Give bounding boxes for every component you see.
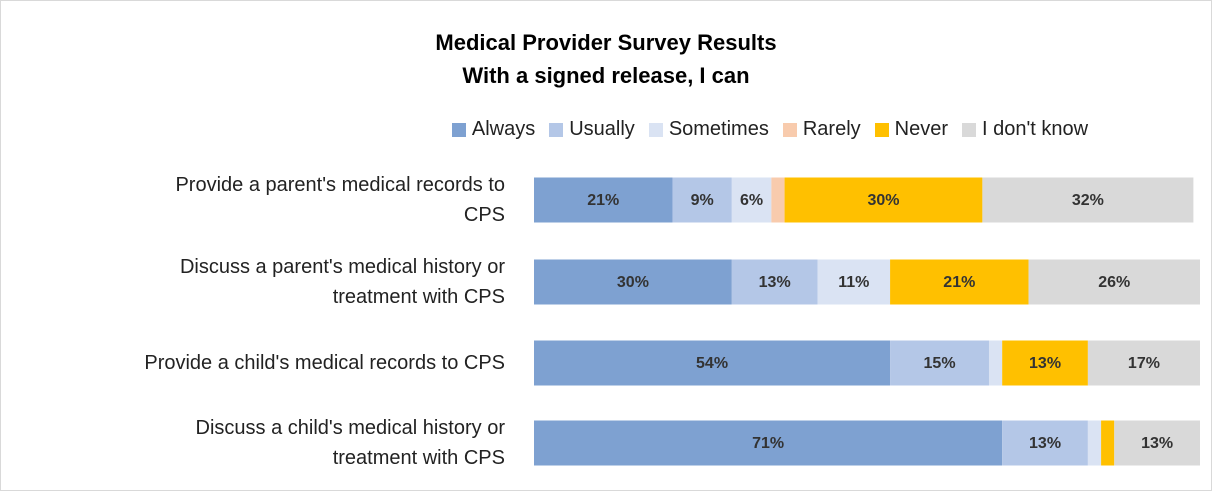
legend-swatch bbox=[962, 122, 976, 137]
legend-label: Never bbox=[894, 118, 948, 140]
bar-segment bbox=[1002, 420, 1088, 466]
category-label: Discuss a parent's medical history or tr… bbox=[179, 256, 505, 308]
legend-swatch bbox=[648, 122, 663, 137]
chart-title: Medical Provider Survey Results bbox=[435, 30, 777, 55]
legend-item: I don't know bbox=[962, 118, 1088, 141]
data-label: 17% bbox=[1128, 355, 1160, 372]
data-label: 9% bbox=[691, 192, 714, 209]
bar-segment bbox=[1002, 340, 1088, 386]
data-label: 13% bbox=[1141, 435, 1173, 452]
bar-segment bbox=[1087, 340, 1200, 386]
data-label: 6% bbox=[740, 192, 763, 209]
bar-segment bbox=[890, 340, 989, 386]
legend-swatch bbox=[782, 122, 797, 137]
data-label: 32% bbox=[1072, 192, 1104, 209]
bar-segment bbox=[1114, 420, 1200, 466]
legend-item: Sometimes bbox=[648, 118, 769, 141]
legend-swatch bbox=[874, 122, 889, 137]
legend: Always Usually Sometimes Rarely Never I don't… bbox=[345, 118, 1195, 141]
data-label: 13% bbox=[1029, 355, 1061, 372]
data-label: 30% bbox=[867, 192, 899, 209]
bar-segment bbox=[784, 177, 983, 223]
data-label: 71% bbox=[752, 435, 784, 452]
legend-label: Sometimes bbox=[668, 118, 769, 140]
data-label: 21% bbox=[943, 274, 975, 291]
bar-segment bbox=[890, 259, 1029, 305]
category-label: Provide a child's medical records to CPS bbox=[144, 352, 505, 374]
data-label: 26% bbox=[1098, 274, 1130, 291]
data-label: 30% bbox=[617, 274, 649, 291]
legend-item: Usually bbox=[549, 118, 635, 141]
legend-label: Usually bbox=[569, 118, 635, 140]
bar-segment bbox=[771, 177, 785, 223]
bar-segment bbox=[988, 340, 1003, 386]
legend-swatch bbox=[451, 122, 466, 137]
legend-swatch bbox=[549, 122, 564, 137]
bar-segment bbox=[672, 177, 732, 223]
bar-segment bbox=[817, 259, 891, 305]
category-label: Provide a parent's medical records to CP… bbox=[175, 174, 505, 226]
chart-subtitle: With a signed release, I can bbox=[462, 63, 750, 88]
bar-segment bbox=[1101, 420, 1115, 466]
bar-segment bbox=[534, 340, 891, 386]
data-label: 21% bbox=[587, 192, 619, 209]
bar-segment bbox=[534, 259, 732, 305]
bar-segment bbox=[534, 177, 673, 223]
legend-label: I don't know bbox=[982, 118, 1089, 140]
legend-item: Never bbox=[874, 118, 948, 141]
legend-label: Always bbox=[471, 118, 536, 140]
legend-item: Rarely bbox=[782, 118, 861, 141]
data-label: 15% bbox=[924, 355, 956, 372]
data-label: 11% bbox=[838, 274, 869, 291]
bar-segment bbox=[534, 420, 1003, 466]
data-label: 13% bbox=[1029, 435, 1061, 452]
data-label: 54% bbox=[696, 355, 728, 372]
bar-segment bbox=[1087, 420, 1102, 466]
data-label: 13% bbox=[759, 274, 791, 291]
legend-item: Always bbox=[451, 118, 536, 141]
bar-segment bbox=[1028, 259, 1200, 305]
bar-segment bbox=[731, 177, 772, 223]
bar-segment bbox=[982, 177, 1194, 223]
legend-label: Rarely bbox=[802, 118, 861, 140]
category-label: Discuss a child's medical history or tre… bbox=[195, 417, 505, 469]
bar-segment bbox=[731, 259, 818, 305]
